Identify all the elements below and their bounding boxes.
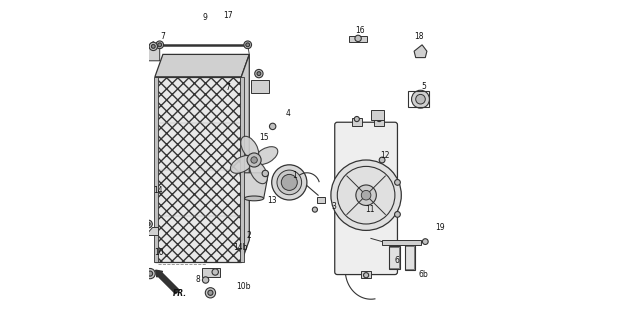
Ellipse shape	[254, 147, 278, 164]
Polygon shape	[155, 77, 241, 262]
Text: 14b: 14b	[233, 244, 248, 252]
Text: 12: 12	[380, 151, 389, 160]
Circle shape	[262, 170, 268, 177]
Text: 7: 7	[160, 32, 165, 41]
Circle shape	[149, 42, 157, 51]
Text: 3: 3	[331, 202, 336, 211]
Bar	[382, 240, 421, 245]
Bar	[374, 118, 384, 126]
FancyBboxPatch shape	[335, 122, 397, 275]
Polygon shape	[241, 54, 249, 262]
Text: 16: 16	[355, 26, 365, 35]
Text: 11: 11	[365, 205, 375, 214]
Text: 1: 1	[292, 171, 297, 180]
Polygon shape	[239, 173, 268, 198]
Ellipse shape	[241, 136, 259, 160]
Circle shape	[416, 94, 425, 104]
Circle shape	[247, 153, 261, 167]
Circle shape	[257, 72, 261, 76]
Text: 17: 17	[223, 11, 233, 20]
Circle shape	[395, 212, 400, 217]
Circle shape	[356, 185, 376, 205]
Text: 13: 13	[267, 196, 276, 205]
Bar	[389, 247, 399, 268]
Circle shape	[147, 222, 150, 226]
Circle shape	[376, 116, 382, 122]
Bar	[389, 246, 400, 269]
Polygon shape	[147, 42, 160, 61]
Circle shape	[145, 268, 155, 279]
Bar	[251, 80, 268, 93]
Circle shape	[354, 116, 359, 122]
Text: 8: 8	[196, 276, 201, 284]
Text: 9: 9	[202, 13, 207, 22]
Circle shape	[244, 41, 252, 49]
Circle shape	[156, 41, 164, 49]
Polygon shape	[414, 45, 427, 58]
Bar	[405, 246, 414, 269]
Bar	[371, 110, 384, 120]
Circle shape	[331, 160, 401, 230]
Circle shape	[379, 157, 385, 163]
Circle shape	[362, 190, 371, 200]
Bar	[405, 245, 415, 270]
Text: 19: 19	[436, 223, 445, 232]
Ellipse shape	[244, 196, 263, 201]
Text: 10: 10	[154, 248, 164, 257]
Text: 10b: 10b	[236, 282, 251, 291]
Bar	[154, 77, 158, 262]
Circle shape	[212, 269, 218, 275]
Circle shape	[255, 69, 263, 78]
Circle shape	[312, 207, 318, 212]
Text: 5: 5	[421, 82, 426, 91]
Circle shape	[147, 271, 152, 276]
Text: 6: 6	[394, 256, 399, 265]
Circle shape	[205, 288, 215, 298]
Circle shape	[251, 157, 257, 163]
Ellipse shape	[230, 156, 254, 173]
Text: 18: 18	[414, 32, 424, 41]
Bar	[202, 268, 220, 277]
Circle shape	[281, 174, 297, 190]
Circle shape	[158, 43, 162, 47]
Bar	[362, 271, 371, 278]
Circle shape	[355, 35, 362, 42]
Text: 6b: 6b	[418, 270, 428, 279]
Text: 7: 7	[225, 84, 230, 92]
Circle shape	[395, 180, 400, 185]
Text: 14: 14	[153, 186, 163, 195]
Text: 4: 4	[285, 109, 290, 118]
Circle shape	[412, 90, 429, 108]
Circle shape	[208, 290, 213, 295]
Text: FR.: FR.	[173, 289, 186, 298]
Bar	[349, 36, 367, 42]
Circle shape	[246, 43, 250, 47]
Circle shape	[270, 123, 276, 130]
Circle shape	[423, 239, 428, 244]
Circle shape	[277, 170, 302, 195]
Polygon shape	[145, 227, 158, 235]
Circle shape	[363, 273, 369, 278]
Polygon shape	[155, 54, 249, 77]
Ellipse shape	[249, 160, 267, 184]
Bar	[239, 77, 244, 262]
Circle shape	[151, 44, 155, 48]
FancyArrow shape	[155, 270, 179, 294]
Text: 2: 2	[247, 231, 252, 240]
Circle shape	[202, 277, 209, 283]
Circle shape	[144, 220, 152, 228]
Bar	[352, 118, 362, 126]
Bar	[317, 197, 325, 203]
Circle shape	[271, 165, 307, 200]
Text: 15: 15	[259, 133, 268, 142]
